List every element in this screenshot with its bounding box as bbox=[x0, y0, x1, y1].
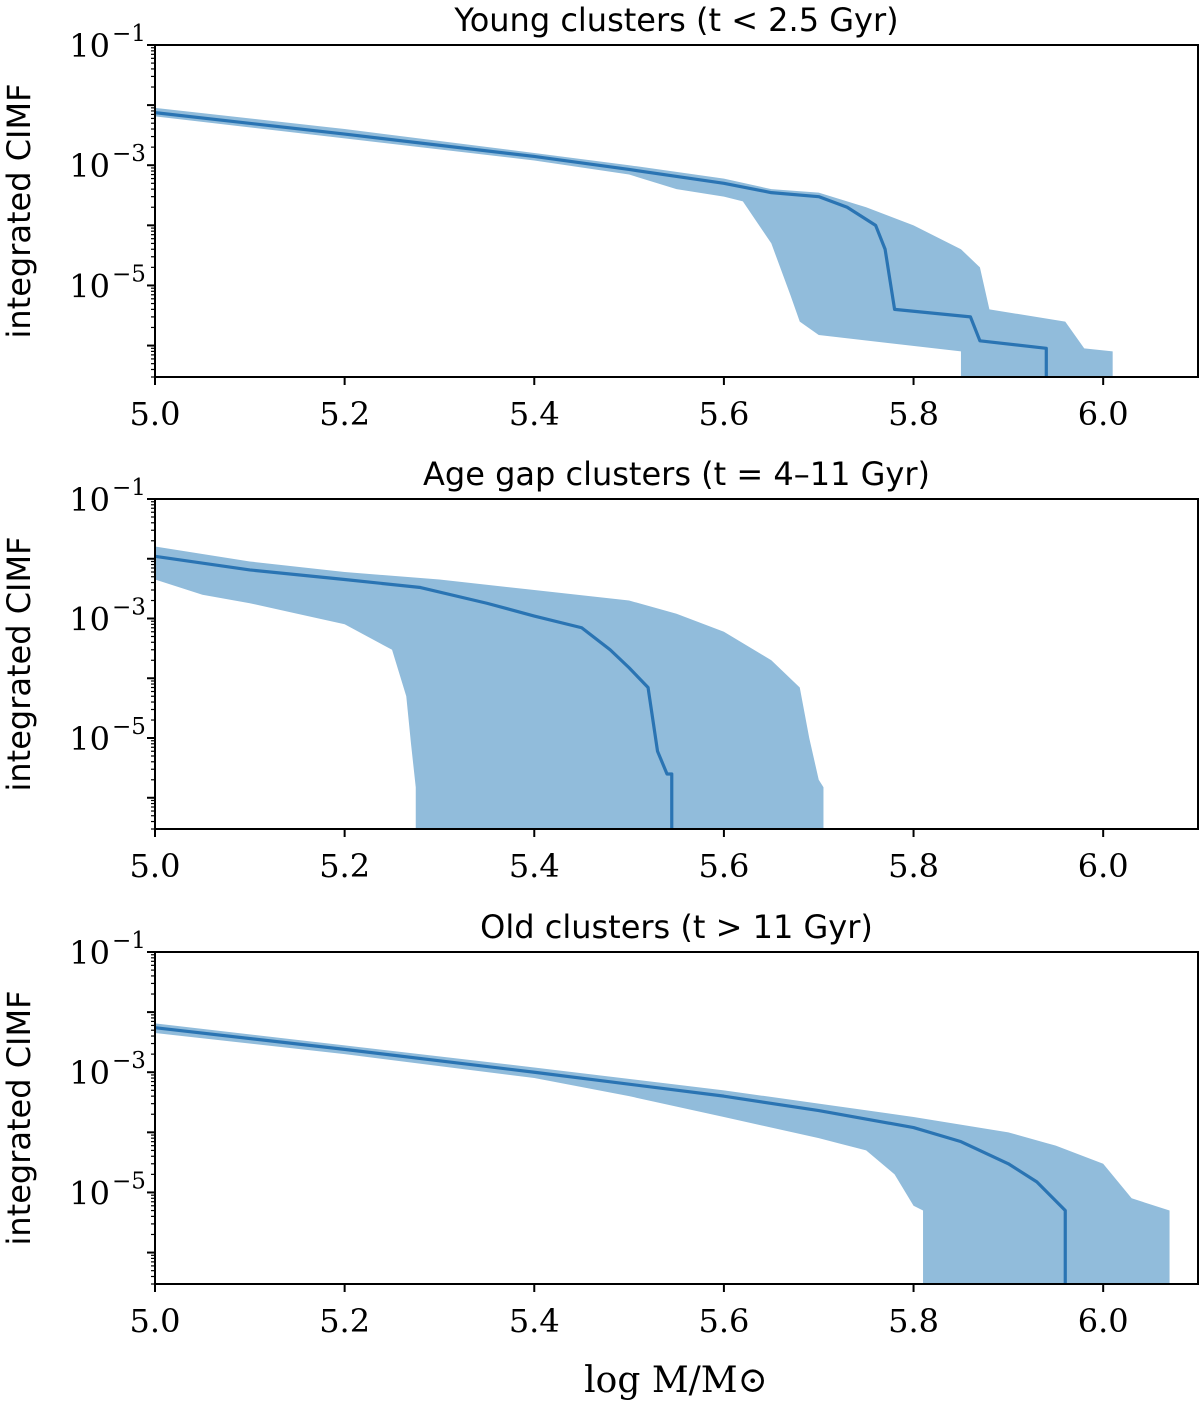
x-tick-label: 5.4 bbox=[509, 1302, 560, 1340]
median-line bbox=[154, 111, 1048, 377]
x-tick-label: 5.0 bbox=[130, 847, 181, 885]
y-tick-label: 10−1 bbox=[69, 21, 146, 65]
x-tick-label: 5.8 bbox=[888, 395, 939, 433]
panel-1: 5.0 5.2 5.4 5.6 5.8 6.0 10−1 10−3 10−5 Young clus… bbox=[0, 1, 1199, 433]
confidence-band bbox=[155, 107, 1113, 377]
y-tick-label: 10−5 bbox=[69, 714, 146, 758]
y-axis-label: integrated CIMF bbox=[0, 991, 38, 1246]
confidence-band bbox=[155, 546, 824, 829]
median-line bbox=[154, 1026, 1067, 1284]
panel-title: Young clusters (t < 2.5 Gyr) bbox=[453, 1, 898, 39]
y-tick-label: 10−5 bbox=[69, 1168, 146, 1212]
y-tick-label: 10−1 bbox=[69, 475, 146, 519]
x-tick-label: 5.4 bbox=[509, 847, 560, 885]
panel-title: Old clusters (t > 11 Gyr) bbox=[480, 908, 873, 946]
x-tick-label: 5.6 bbox=[698, 847, 749, 885]
y-tick-label: 10−3 bbox=[69, 141, 146, 185]
x-tick-label: 5.4 bbox=[509, 395, 560, 433]
panel-3: 5.0 5.2 5.4 5.6 5.8 6.0 10−1 10−3 10−5 Old cluste… bbox=[0, 908, 1199, 1340]
confidence-band bbox=[155, 1023, 1170, 1284]
y-tick-label: 10−3 bbox=[69, 595, 146, 639]
x-tick-label: 5.8 bbox=[888, 847, 939, 885]
x-tick-label: 6.0 bbox=[1078, 395, 1129, 433]
x-tick-label: 5.2 bbox=[319, 395, 370, 433]
y-tick-label: 10−3 bbox=[69, 1048, 146, 1092]
y-tick-label: 10−5 bbox=[69, 261, 146, 305]
x-tick-label: 5.0 bbox=[130, 1302, 181, 1340]
y-axis-label: integrated CIMF bbox=[0, 537, 38, 792]
y-axis-label: integrated CIMF bbox=[0, 84, 38, 339]
x-tick-label: 5.0 bbox=[130, 395, 181, 433]
x-tick-label: 5.2 bbox=[319, 847, 370, 885]
x-tick-label: 5.8 bbox=[888, 1302, 939, 1340]
median-line bbox=[154, 554, 674, 829]
x-tick-label: 6.0 bbox=[1078, 1302, 1129, 1340]
panel-title: Age gap clusters (t = 4–11 Gyr) bbox=[423, 455, 930, 493]
x-axis-label: log M/M⊙ bbox=[584, 1360, 768, 1401]
axes-frame bbox=[154, 498, 1199, 830]
axes-frame bbox=[154, 44, 1199, 378]
panel-2: 5.0 5.2 5.4 5.6 5.8 6.0 10−1 10−3 10−5 Age gap cl… bbox=[0, 455, 1199, 885]
y-tick-label: 10−1 bbox=[69, 928, 146, 972]
x-tick-label: 6.0 bbox=[1078, 847, 1129, 885]
x-tick-label: 5.2 bbox=[319, 1302, 370, 1340]
axes-frame bbox=[154, 951, 1199, 1285]
x-tick-label: 5.6 bbox=[698, 1302, 749, 1340]
x-tick-label: 5.6 bbox=[698, 395, 749, 433]
